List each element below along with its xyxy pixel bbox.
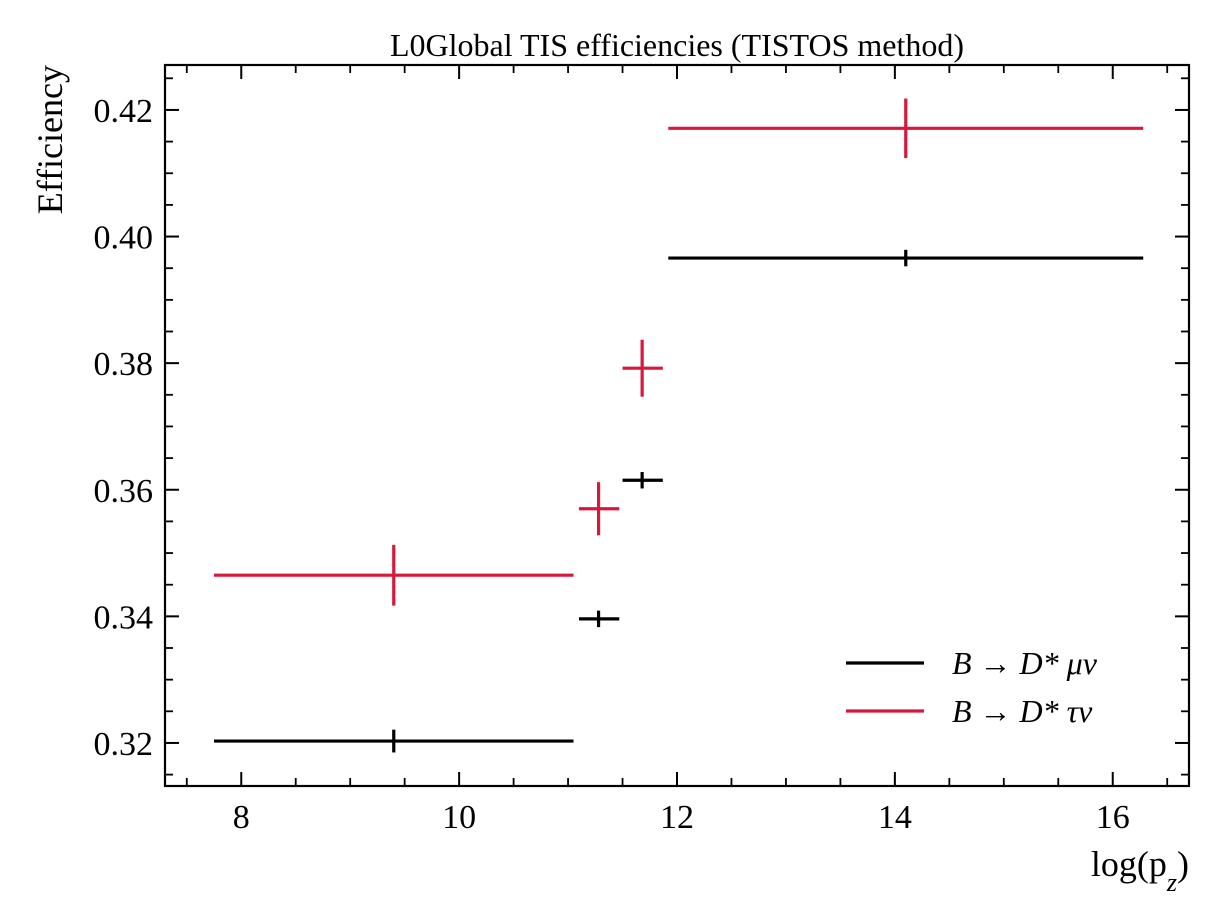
data-point	[668, 249, 1144, 267]
x-tick-label: 10	[442, 799, 476, 836]
y-tick-label: 0.36	[94, 473, 154, 510]
x-tick-label: 12	[660, 799, 694, 836]
series-tau-nu	[214, 98, 1144, 606]
legend-label: B → D* τν	[952, 693, 1093, 729]
y-tick-labels: 0.32 0.34 0.36 0.38 0.40 0.42	[94, 93, 154, 763]
minor-ticks	[165, 65, 1189, 786]
plot-frame	[163, 63, 1191, 788]
y-tick-label: 0.34	[94, 599, 154, 636]
x-axis-label-close: )	[1177, 844, 1189, 884]
y-tick-label: 0.40	[94, 220, 154, 257]
x-tick-label: 8	[233, 799, 250, 836]
y-tick-label: 0.42	[94, 93, 154, 130]
series-layer	[214, 98, 1144, 753]
x-axis-label: log(pz)	[1091, 844, 1189, 897]
x-tick-label: 16	[1096, 799, 1130, 836]
x-axis-label-main: log(p	[1091, 844, 1167, 884]
y-tick-label: 0.38	[94, 346, 154, 383]
series-mu-nu	[214, 249, 1144, 753]
legend-label: B → D* μν	[952, 645, 1098, 681]
y-tick-label: 0.32	[94, 726, 154, 763]
x-axis-label-sub: z	[1166, 868, 1177, 897]
data-point	[578, 482, 620, 536]
y-axis-label: Efficiency	[30, 65, 70, 214]
data-point	[622, 472, 663, 489]
major-ticks	[165, 65, 1189, 786]
data-point	[578, 610, 620, 628]
data-point	[622, 339, 663, 397]
x-tick-labels: 8 10 12 14 16	[233, 799, 1130, 836]
data-point	[668, 98, 1144, 159]
x-tick-label: 14	[878, 799, 912, 836]
data-point	[214, 729, 574, 753]
data-point	[214, 544, 574, 606]
legend: B → D* μν B → D* τν	[846, 645, 1098, 729]
chart-title: L0Global TIS efficiencies (TISTOS method…	[390, 27, 964, 63]
